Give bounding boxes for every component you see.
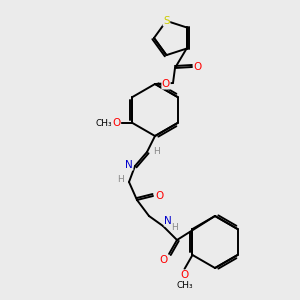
Text: N: N bbox=[125, 160, 133, 170]
Text: H: H bbox=[117, 176, 123, 184]
Text: O: O bbox=[194, 62, 202, 72]
Text: CH₃: CH₃ bbox=[176, 280, 193, 290]
Text: O: O bbox=[180, 270, 189, 280]
Text: O: O bbox=[162, 79, 170, 89]
Text: S: S bbox=[163, 16, 170, 26]
Text: O: O bbox=[160, 255, 168, 265]
Text: CH₃: CH₃ bbox=[95, 118, 112, 127]
Text: O: O bbox=[112, 118, 121, 128]
Text: N: N bbox=[164, 216, 172, 226]
Text: H: H bbox=[153, 148, 159, 157]
Text: H: H bbox=[172, 224, 178, 232]
Text: O: O bbox=[155, 191, 163, 201]
